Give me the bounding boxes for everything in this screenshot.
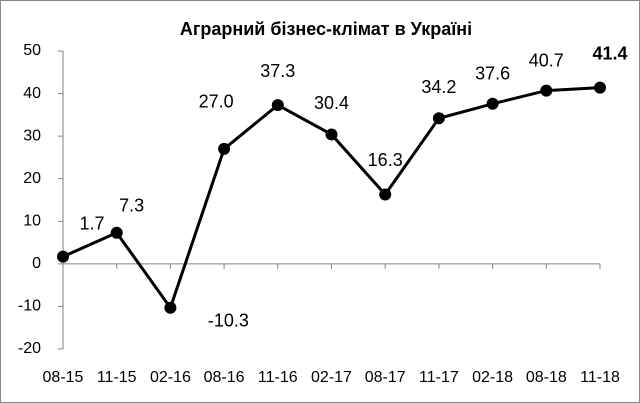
x-tick-label: 02-17 — [311, 369, 352, 386]
marker — [594, 81, 606, 94]
data-label: 7.3 — [119, 196, 144, 216]
data-label: 30.4 — [314, 93, 349, 113]
y-tick-label: 20 — [23, 170, 41, 187]
x-tick-label: 02-16 — [150, 369, 191, 386]
data-label: 40.7 — [529, 50, 564, 70]
x-tick-label: 02-18 — [472, 369, 513, 386]
x-tick-label: 11-16 — [258, 369, 298, 386]
marker — [540, 84, 553, 97]
y-tick-label: -10 — [18, 298, 41, 315]
data-label: 34.2 — [421, 77, 456, 97]
data-label: 1.7 — [79, 213, 104, 233]
y-tick-label: 40 — [23, 85, 41, 102]
x-tick-label: 08-17 — [365, 369, 406, 386]
chart-title: Аграрний бізнес-клімат в Україні — [180, 19, 472, 39]
marker — [379, 188, 392, 201]
y-tick-label: 10 — [23, 213, 41, 230]
marker — [432, 112, 445, 125]
x-tick-label: 08-18 — [526, 369, 567, 386]
x-tick-label: 11-17 — [419, 369, 459, 386]
data-label: 41.4 — [592, 43, 627, 63]
y-tick-label: -20 — [18, 340, 41, 357]
marker — [164, 301, 177, 314]
marker — [325, 128, 338, 141]
data-label: 16.3 — [368, 150, 403, 170]
marker — [110, 226, 123, 239]
data-label: 37.6 — [475, 64, 510, 84]
x-tick-label: 08-15 — [43, 369, 84, 386]
data-label: 37.3 — [260, 61, 295, 81]
y-tick-label: 30 — [23, 127, 41, 144]
y-tick-label: 0 — [32, 255, 41, 272]
marker — [218, 142, 231, 155]
x-tick-label: 11-15 — [97, 369, 137, 386]
marker — [271, 99, 284, 112]
x-tick-label: 08-16 — [204, 369, 245, 386]
marker — [486, 97, 499, 110]
x-tick-label: 11-18 — [580, 369, 620, 386]
data-label: 27.0 — [199, 92, 234, 112]
data-label: -10.3 — [208, 310, 249, 330]
y-tick-label: 50 — [23, 42, 41, 59]
marker — [57, 250, 69, 263]
